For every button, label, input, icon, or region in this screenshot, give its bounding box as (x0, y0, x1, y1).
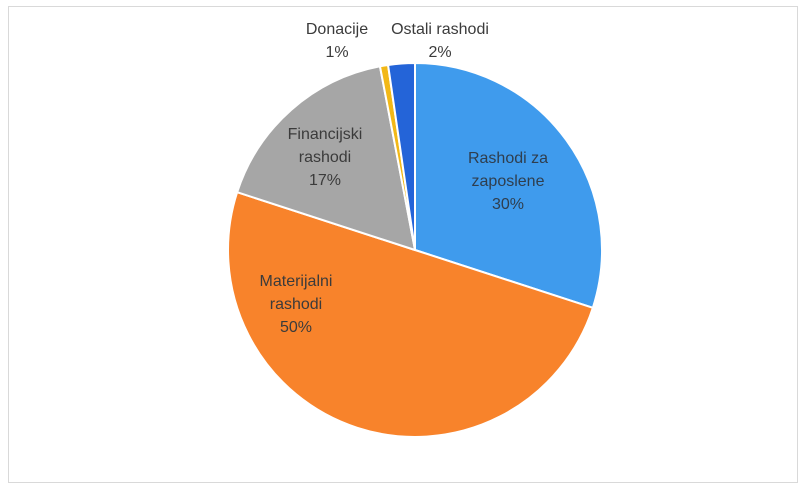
pie-slice-materijalni-rashodi (227, 191, 594, 438)
pie-slice-rashodi-za-zaposlene (414, 62, 603, 309)
slice-label-line: zaposlene (472, 173, 545, 190)
slice-label-financijski-rashodi: Financijski rashodi 17% (288, 126, 363, 189)
slice-label-donacije: Donacije 1% (306, 21, 368, 61)
pie-slice-financijski-rashodi (236, 65, 416, 251)
labels-layer: Rashodi za zaposlene 30% Materijalni rashodi… (260, 21, 549, 336)
slice-label-line: 17% (309, 172, 341, 189)
slice-label-line: 1% (325, 44, 348, 61)
slice-label-line: rashodi (270, 296, 322, 313)
slice-label-line: 50% (280, 319, 312, 336)
slice-label-ostali-rashodi: Ostali rashodi 2% (391, 21, 489, 61)
slice-label-line: 30% (492, 196, 524, 213)
slice-label-line: Financijski (288, 126, 363, 143)
slice-label-materijalni-rashodi: Materijalni rashodi 50% (260, 273, 333, 336)
slice-label-rashodi-za-zaposlene: Rashodi za zaposlene 30% (468, 150, 548, 213)
slice-label-line: 2% (428, 44, 451, 61)
slice-label-line: Rashodi za (468, 150, 548, 167)
slice-label-line: Ostali rashodi (391, 21, 489, 38)
pie-slice-ostali-rashodi (387, 62, 416, 251)
slice-label-line: Donacije (306, 21, 368, 38)
slices-layer (227, 62, 603, 438)
slice-label-line: rashodi (299, 149, 351, 166)
slice-label-line: Materijalni (260, 273, 333, 290)
